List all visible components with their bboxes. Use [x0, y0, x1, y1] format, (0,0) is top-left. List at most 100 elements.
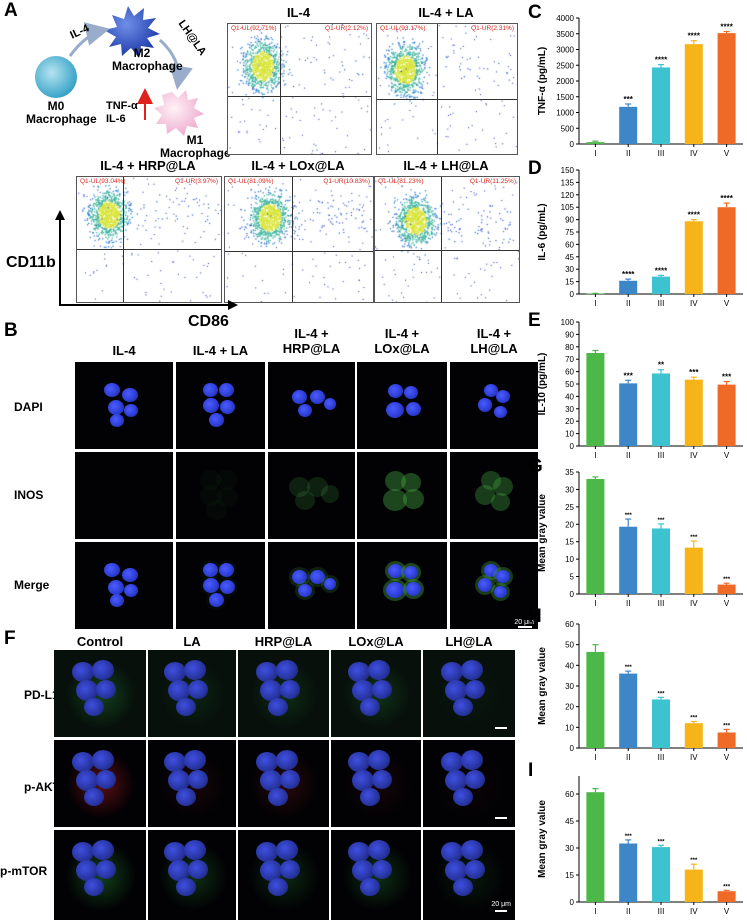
inos-signal: [320, 484, 339, 503]
nucleus: [386, 581, 404, 598]
bar-V: [717, 891, 736, 902]
panel-f-column-header: Control: [76, 634, 124, 649]
panel-f-column-header: HRP@LA: [254, 634, 313, 649]
nucleus: [164, 662, 186, 682]
micrograph-cell: [54, 830, 146, 920]
significance-label: ***: [657, 518, 665, 524]
x-tick-label: II: [626, 753, 630, 762]
bar-V: [717, 584, 736, 594]
nucleus: [461, 750, 483, 770]
y-tick-label: 105: [561, 203, 575, 212]
y-tick-label: 20: [565, 520, 574, 529]
nucleus: [484, 383, 498, 397]
nucleus: [494, 405, 507, 418]
nucleus: [323, 397, 336, 410]
bar-III: [651, 699, 671, 748]
y-tick-label: 60: [565, 240, 574, 249]
bar-II: [619, 383, 638, 446]
nucleus: [494, 585, 507, 598]
nucleus: [259, 680, 282, 701]
y-tick-label: 10: [565, 723, 574, 732]
significance-label: ***: [657, 839, 665, 845]
nucleus: [202, 577, 219, 593]
quadrant-ur-text: Q1-UR(10.83%): [323, 178, 370, 185]
nucleus: [368, 840, 390, 860]
y-tick-label: 4000: [556, 14, 574, 23]
nucleus: [465, 680, 485, 699]
bar-III: [651, 276, 671, 294]
micrograph-cell: [268, 362, 355, 449]
nucleus: [465, 770, 485, 789]
nucleus: [441, 842, 463, 862]
nucleus: [202, 397, 219, 413]
nucleus: [352, 680, 374, 701]
y-tick-label: 0: [570, 590, 575, 599]
y-axis-label: TNF-α (pg/mL): [537, 47, 548, 115]
bar-IV: [684, 44, 703, 144]
micrograph-cell: [176, 362, 265, 449]
y-tick-label: 60: [565, 368, 574, 377]
x-tick-label: V: [724, 753, 730, 762]
significance-label: ***: [625, 665, 633, 671]
quadrant-ul-text: Q1-UL(93.17%): [380, 25, 426, 32]
x-tick-label: I: [594, 149, 596, 158]
x-tick-label: V: [724, 907, 730, 916]
y-tick-label: 135: [561, 178, 575, 187]
inos-signal: [385, 470, 406, 491]
y-tick-label: 40: [565, 392, 574, 401]
quadrant-v-line: [292, 177, 293, 302]
quadrant-ul-text: Q1-UL(93.04%): [80, 178, 126, 185]
bar-I: [586, 651, 605, 748]
micrograph-cell: [238, 740, 329, 827]
significance-label: ***: [723, 884, 731, 890]
nucleus: [176, 878, 196, 896]
inos-signal: [306, 476, 328, 497]
micrograph-cell: 20 μm: [450, 542, 538, 629]
x-tick-label: I: [594, 451, 596, 460]
nucleus: [259, 770, 282, 791]
nucleus: [360, 698, 380, 716]
significance-label: ***: [624, 371, 634, 380]
column-header-line1: IL-4: [112, 343, 136, 358]
nucleus: [453, 878, 473, 896]
micrograph-cell: [357, 542, 447, 629]
x-tick-label: III: [658, 451, 665, 460]
quadrant-ur-text: Q1-UR(2.31%): [471, 25, 514, 32]
y-tick-label: 2500: [556, 61, 574, 70]
bar-II: [619, 280, 638, 294]
flow-title-3: IL-4 + HRP@LA: [100, 158, 196, 173]
quadrant-h-line: [375, 250, 519, 251]
y-axis-label: Mean gray value: [537, 647, 548, 725]
y-tick-label: 25: [565, 503, 574, 512]
nucleus: [388, 383, 403, 398]
micrograph-cell: [450, 452, 538, 539]
nucleus: [445, 860, 467, 881]
nucleus: [188, 860, 208, 879]
nucleus: [184, 660, 206, 680]
y-tick-label: 10: [565, 430, 574, 439]
micrograph-cell: [75, 452, 173, 539]
y-tick-label: 80: [565, 343, 574, 352]
nucleus: [297, 583, 312, 597]
nucleus: [323, 577, 336, 590]
row-label-pdl1: PD-L1: [24, 688, 59, 702]
nucleus: [461, 660, 483, 680]
nucleus: [104, 562, 120, 577]
panel-label-h: H: [528, 606, 542, 627]
nucleus: [484, 563, 498, 577]
significance-label: ****: [688, 211, 701, 220]
nucleus: [386, 401, 404, 418]
nucleus: [176, 788, 196, 806]
nucleus: [108, 579, 124, 595]
inos-signal: [383, 488, 407, 511]
x-tick-label: IV: [690, 149, 698, 158]
y-tick-label: 1000: [556, 109, 574, 118]
x-tick-label: V: [724, 451, 730, 460]
significance-label: ****: [622, 270, 635, 279]
y-tick-label: 0: [570, 290, 575, 299]
nucleus: [352, 860, 374, 881]
m1-label: M1 Macrophage: [160, 134, 231, 160]
y-tick-label: 20: [565, 703, 574, 712]
